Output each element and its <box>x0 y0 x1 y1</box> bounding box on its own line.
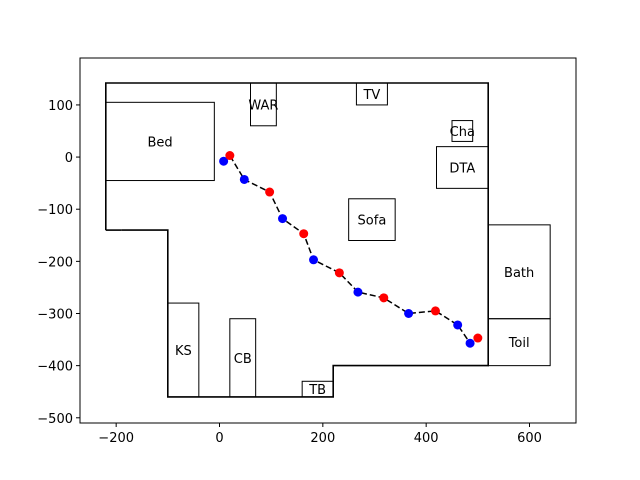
room-box-ks <box>167 302 200 398</box>
y-tick-label-2: −300 <box>37 308 73 323</box>
room-box-dta <box>436 146 489 189</box>
red-point-2 <box>299 229 309 239</box>
red-point-4 <box>379 293 389 303</box>
y-tick-label-1: −400 <box>37 360 73 375</box>
room-label-dta: DTA <box>449 162 475 177</box>
room-label-tb: TB <box>308 383 326 398</box>
x-tick-label-2: 200 <box>310 431 335 446</box>
blue-point-0 <box>219 156 229 166</box>
wall-0 <box>105 82 489 398</box>
room-box-sofa <box>348 198 396 242</box>
y-tick-label-3: −200 <box>37 255 73 270</box>
trajectory-line <box>223 154 479 345</box>
y-tick-label-0: −500 <box>37 412 73 427</box>
room-box-bed <box>105 101 215 182</box>
room-box-toil <box>487 318 551 367</box>
room-label-tv: TV <box>362 88 380 103</box>
room-label-toil: Toil <box>508 336 530 351</box>
room-label-war: WAR <box>248 98 278 113</box>
y-tick-label-6: 100 <box>48 99 73 114</box>
y-axis-ticks: −500 −400 −300 −200 −100 0 100 <box>37 99 80 427</box>
red-point-6 <box>473 333 483 343</box>
y-tick-label-4: −100 <box>37 203 73 218</box>
x-tick-label-0: −200 <box>98 431 134 446</box>
blue-point-5 <box>404 309 414 318</box>
points-layer <box>219 151 483 348</box>
room-box-cb <box>229 318 257 398</box>
room-label-bed: Bed <box>147 135 172 150</box>
room-box-war <box>250 82 277 127</box>
room-box-tv <box>355 82 388 106</box>
x-tick-label-3: 400 <box>414 431 439 446</box>
room-label-cb: CB <box>234 352 252 367</box>
blue-point-3 <box>309 255 319 265</box>
room-box-cha <box>451 120 474 142</box>
room-label-bath: Bath <box>504 266 534 281</box>
path-layer <box>223 154 479 345</box>
rooms-layer: Bed WAR TV Cha DTA Sofa Bath Toil KS CB TB <box>105 82 551 398</box>
plot-frame <box>79 57 577 424</box>
blue-point-6 <box>453 320 463 330</box>
red-point-1 <box>265 187 275 197</box>
room-box-tb <box>301 380 334 398</box>
room-label-ks: KS <box>175 344 192 359</box>
walls-layer <box>105 82 489 398</box>
blue-point-7 <box>465 338 475 348</box>
blue-point-4 <box>353 287 363 297</box>
room-label-sofa: Sofa <box>358 214 387 229</box>
y-tick-label-5: 0 <box>65 151 73 166</box>
x-tick-label-4: 600 <box>517 431 542 446</box>
x-axis-ticks: −200 0 200 400 600 <box>98 423 542 446</box>
x-tick-label-1: 0 <box>215 431 223 446</box>
red-point-3 <box>334 268 344 278</box>
red-point-0 <box>225 151 235 161</box>
blue-point-2 <box>278 214 288 224</box>
room-label-cha: Cha <box>450 125 475 140</box>
red-point-5 <box>430 306 440 316</box>
blue-point-1 <box>239 174 249 184</box>
